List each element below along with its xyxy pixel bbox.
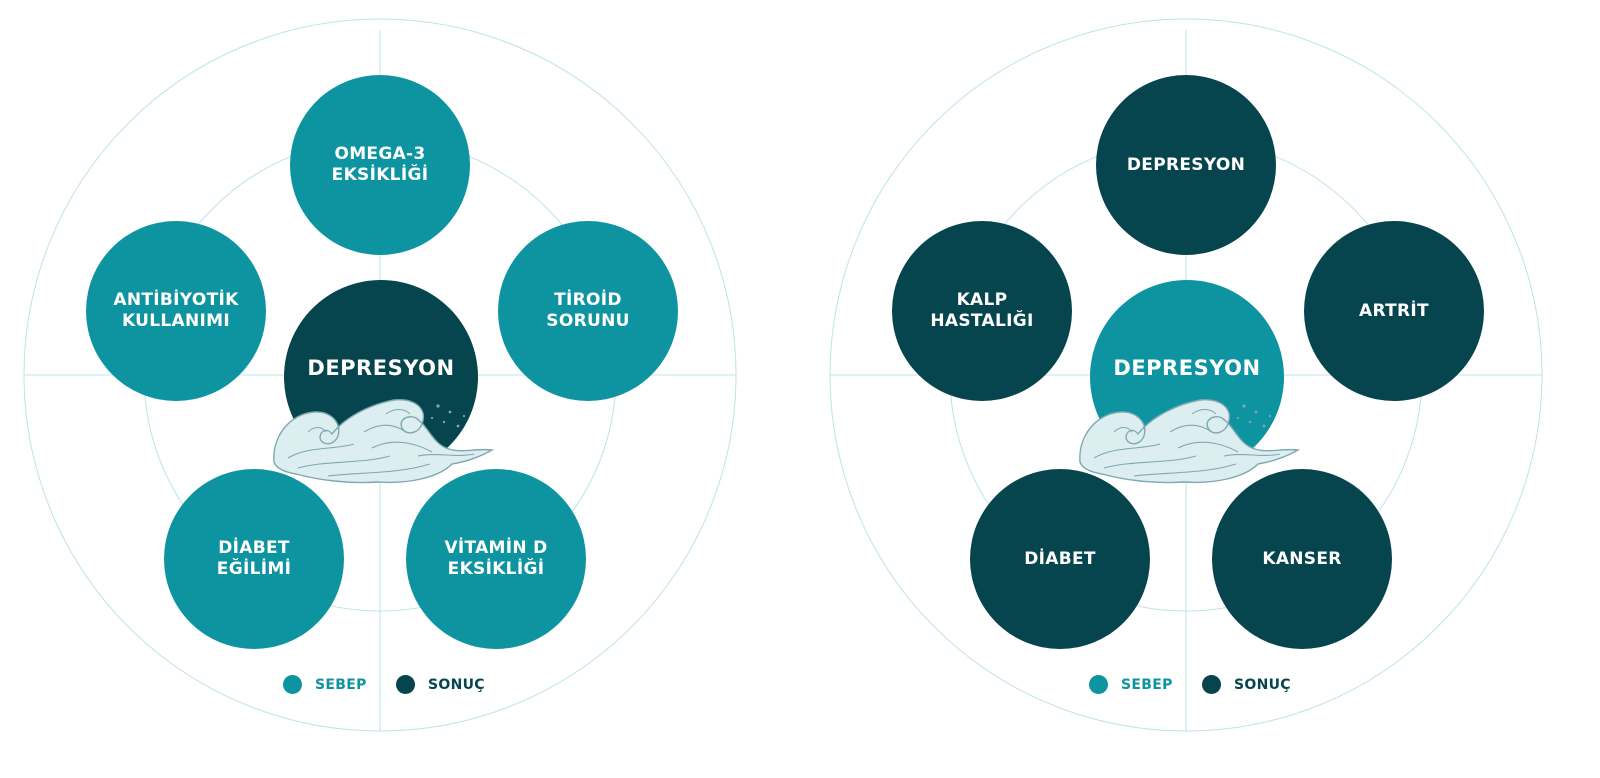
legend-cause-label: SEBEP xyxy=(315,676,367,693)
legend-cause: SEBEP xyxy=(283,675,367,694)
legend-effect-dot xyxy=(396,675,415,694)
node-label: OMEGA-3 EKSİKLİĞİ xyxy=(331,144,429,185)
node-arthritis: ARTRİT xyxy=(1304,221,1484,401)
node-label: DEPRESYON xyxy=(1126,154,1246,175)
legend-effect: SONUÇ xyxy=(1202,675,1291,694)
node-label: KANSER xyxy=(1262,548,1342,569)
wave-illustration xyxy=(273,399,495,484)
legend-cause: SEBEP xyxy=(1089,675,1173,694)
node-label: ARTRİT xyxy=(1359,300,1429,321)
node-thyroid: TİROİD SORUNU xyxy=(498,221,678,401)
effect-diagram: DEPRESYON ARTRİT KANSER DİABET KALP HASTA… xyxy=(806,0,1600,778)
node-label: DİABET xyxy=(1024,548,1096,569)
node-label: ANTİBİYOTİK KULLANIMI xyxy=(113,290,239,331)
center-label: DEPRESYON xyxy=(307,355,455,380)
legend-effect-label: SONUÇ xyxy=(1234,676,1291,693)
node-label: KALP HASTALIĞI xyxy=(930,290,1034,331)
center-label: DEPRESYON xyxy=(1113,355,1261,380)
legend-effect: SONUÇ xyxy=(396,675,485,694)
legend-cause-dot xyxy=(283,675,302,694)
node-vitamin-d: VİTAMİN D EKSİKLİĞİ xyxy=(406,469,586,649)
node-depression: DEPRESYON xyxy=(1096,75,1276,255)
wave-illustration xyxy=(1079,399,1301,484)
node-label: VİTAMİN D EKSİKLİĞİ xyxy=(444,538,548,579)
node-omega3: OMEGA-3 EKSİKLİĞİ xyxy=(290,75,470,255)
node-label: TİROİD SORUNU xyxy=(546,290,630,331)
legend-effect-dot xyxy=(1202,675,1221,694)
node-antibiotic: ANTİBİYOTİK KULLANIMI xyxy=(86,221,266,401)
node-diabetes: DİABET xyxy=(970,469,1150,649)
node-label: DİABET EĞİLİMİ xyxy=(216,538,292,579)
legend-cause-dot xyxy=(1089,675,1108,694)
legend-effect-label: SONUÇ xyxy=(428,676,485,693)
legend-cause-label: SEBEP xyxy=(1121,676,1173,693)
node-cancer: KANSER xyxy=(1212,469,1392,649)
node-diabetes-tendency: DİABET EĞİLİMİ xyxy=(164,469,344,649)
node-heart-disease: KALP HASTALIĞI xyxy=(892,221,1072,401)
